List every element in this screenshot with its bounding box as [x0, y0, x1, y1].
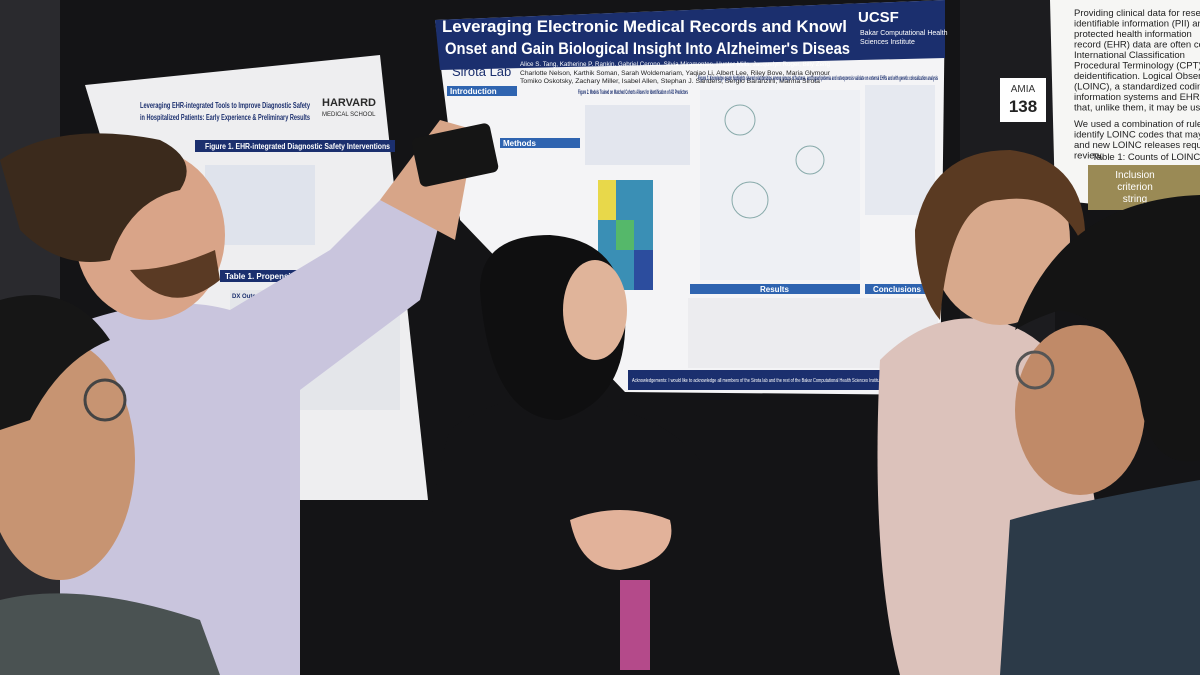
graph-node [731, 181, 769, 219]
institute: Bakar Computational Health [860, 30, 948, 37]
poster-line: record (EHR) data are often coded [1074, 40, 1200, 51]
person-shirt [1000, 480, 1200, 675]
person-hand [570, 510, 672, 570]
table-caption: Table 1. Propensity Weighted [225, 272, 336, 281]
graph-node [795, 145, 825, 175]
institute: Sciences Institute [860, 39, 915, 46]
section-title: Conclusions [873, 285, 922, 294]
acknowledgements: Acknowledgements: I would like to acknow… [632, 378, 932, 384]
person-beard [130, 250, 220, 298]
sign-number: 138 [1009, 97, 1037, 116]
person-shirt [0, 593, 220, 675]
poster-title: Leveraging EHR-integrated Tools to Impro… [140, 101, 310, 110]
ack-banner [628, 370, 940, 390]
section-title: Results [760, 285, 789, 294]
person-hair [0, 133, 187, 262]
figure-caption: Figure 2. Models Trained on Matched Coho… [578, 89, 688, 96]
poster-line: identify LOINC codes that may contain [1074, 130, 1200, 141]
poster-band [195, 140, 395, 152]
poster-title: Onset and Gain Biological Insight Into A… [445, 39, 850, 58]
person-face [563, 260, 627, 360]
poster-line: International Classification [1074, 50, 1185, 61]
heatmap-cell [634, 250, 653, 290]
poster-title: Leveraging Electronic Medical Records an… [442, 17, 847, 36]
section-bar [500, 138, 580, 148]
figure-caption: Figure 1. EHR-integrated Diagnostic Safe… [205, 142, 390, 151]
poster-line: (LOINC), a standardized coding [1074, 82, 1200, 93]
logo-sub: MEDICAL SCHOOL [322, 112, 376, 118]
table-header: string [1123, 194, 1147, 205]
lab-logo: Sirota Lab [452, 64, 511, 79]
poster-line: information systems and EHRs differ [1074, 92, 1200, 103]
poster-line: and new LOINC releases require on [1074, 140, 1200, 151]
person-face [1015, 325, 1145, 495]
sign-org: AMIA [1011, 84, 1036, 95]
section-title: Methods [503, 139, 536, 148]
poster-line: identifiable information (PII) and [1074, 19, 1200, 30]
poster-line: deidentification. Logical Observation [1074, 71, 1200, 82]
section-title: Introduction [450, 87, 497, 96]
person-hair [0, 295, 110, 430]
figure-caption: Figure 3. Knowledge graph highlights sha… [698, 75, 938, 82]
table-header: criterion [1117, 182, 1153, 193]
poster-line: Providing clinical data for research [1074, 8, 1200, 19]
poster-line: review. [1074, 151, 1104, 162]
authors: Charlotte Nelson, Karthik Soman, Sarah W… [520, 70, 831, 77]
section-bar [447, 86, 517, 96]
glasses [83, 378, 127, 422]
glasses [1015, 350, 1055, 390]
phone [411, 123, 499, 187]
title-banner [435, 0, 945, 70]
sign [1000, 78, 1046, 122]
plot-panel [865, 85, 935, 215]
poster-line: We used a combination of rule-based [1074, 119, 1200, 130]
person-hair [1015, 195, 1200, 462]
table-header: Inclusion [1115, 170, 1154, 181]
graph-node [724, 104, 756, 136]
poster-line: that, unlike them, it may be used to [1074, 103, 1200, 114]
section-bar [865, 284, 935, 294]
table-caption: Table 1: Counts of LOINC Codes [1092, 152, 1200, 163]
authors: Alice S. Tang, Katherine P. Rankin, Gabr… [520, 61, 830, 68]
right-poster [1050, 0, 1200, 215]
lanyard-badge [620, 580, 650, 670]
network-graph [700, 90, 860, 280]
poster-title: in Hospitalized Patients: Early Experien… [140, 113, 310, 122]
section-bar [690, 284, 860, 294]
poster-line: Procedural Terminology (CPT) that [1074, 61, 1200, 72]
heatmap-cell [598, 180, 616, 220]
plot-panel [585, 105, 690, 165]
authors: Tomiko Oskotsky, Zachary Miller, Isabel … [520, 78, 820, 85]
logo: HARVARD [322, 97, 376, 109]
poster-line: protected health information [1074, 29, 1192, 40]
person-hair [915, 150, 1086, 320]
right-poster-text: Providing clinical data for researchiden… [1074, 8, 1200, 162]
logo: UCSF [858, 9, 899, 26]
heatmap-cell [616, 220, 634, 250]
